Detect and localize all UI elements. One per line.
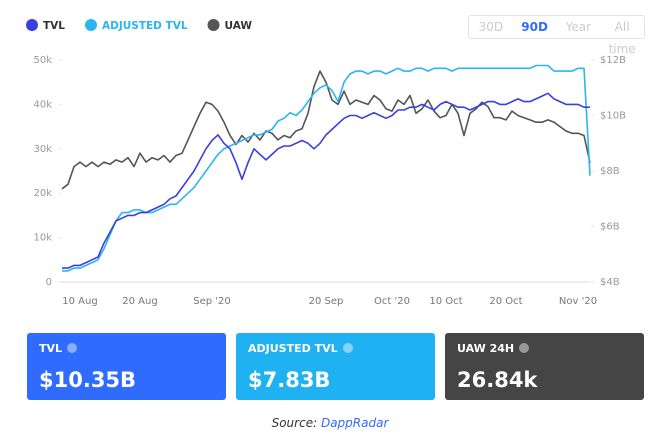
stat-card: TVL $10.35B xyxy=(27,333,226,400)
x-tick-label: 20 Sep xyxy=(309,296,344,307)
stat-value: 26.84k xyxy=(457,368,538,392)
stat-label: UAW 24H xyxy=(457,342,530,355)
legend-label: TVL xyxy=(43,20,65,32)
stat-label: ADJUSTED TVL xyxy=(248,342,353,355)
x-tick-label: 10 Oct xyxy=(429,296,462,307)
y-tick-label: 40k xyxy=(33,99,52,110)
x-tick-label: 20 Oct xyxy=(489,296,522,307)
x-tick-label: 20 Aug xyxy=(122,296,157,307)
source-link[interactable]: DappRadar xyxy=(320,416,389,430)
series-line xyxy=(62,92,590,269)
y2-tick-label: $8B xyxy=(600,166,620,177)
stat-card: UAW 24H 26.84k xyxy=(445,333,644,400)
range-selector: 30D 90D Year All time xyxy=(468,15,645,56)
source-prefix: Source: xyxy=(271,416,318,430)
stat-label-text: TVL xyxy=(39,342,63,355)
x-tick-label: Sep '20 xyxy=(193,296,231,307)
range-button[interactable]: Year xyxy=(565,20,592,34)
y-tick-label: 20k xyxy=(33,188,52,199)
stat-label-text: ADJUSTED TVL xyxy=(248,342,338,355)
stat-label-text: UAW 24H xyxy=(457,342,515,355)
series-line xyxy=(62,64,591,272)
help-icon[interactable] xyxy=(67,343,78,353)
chart: 0 10k 20k 30k 40k 50k $4B $6B $8B $10B $12B 10 Aug 2… xyxy=(26,19,626,307)
y-tick-label: 50k xyxy=(33,55,52,66)
help-icon[interactable] xyxy=(342,343,353,353)
stat-card: ADJUSTED TVL $7.83B xyxy=(236,333,435,400)
stat-label: TVL xyxy=(39,342,78,355)
y2-tick-label: $12B xyxy=(600,55,626,66)
x-tick-label: 10 Aug xyxy=(62,296,97,307)
range-button[interactable]: 90D xyxy=(521,20,548,34)
y-tick-label: 30k xyxy=(33,144,52,155)
source: Source: DappRadar xyxy=(0,416,660,430)
legend-label: ADJUSTED TVL xyxy=(102,20,188,32)
legend-marker xyxy=(207,19,220,31)
y-tick-label: 0 xyxy=(46,277,52,288)
series-line xyxy=(61,70,591,190)
range-button[interactable]: 30D xyxy=(478,20,504,34)
y2-tick-label: $4B xyxy=(600,277,620,288)
y2-tick-label: $10B xyxy=(600,111,626,122)
y2-tick-label: $6B xyxy=(600,222,620,233)
x-tick-label: Nov '20 xyxy=(559,296,597,307)
y-tick-label: 10k xyxy=(33,233,52,244)
legend-marker xyxy=(26,19,38,31)
range-button[interactable]: All time xyxy=(608,20,636,56)
legend-label: UAW xyxy=(225,20,253,32)
legend-marker xyxy=(84,19,97,31)
help-icon[interactable] xyxy=(519,343,530,353)
x-tick-label: Oct '20 xyxy=(374,296,410,307)
stat-value: $10.35B xyxy=(39,368,137,392)
stat-value: $7.83B xyxy=(248,368,331,392)
